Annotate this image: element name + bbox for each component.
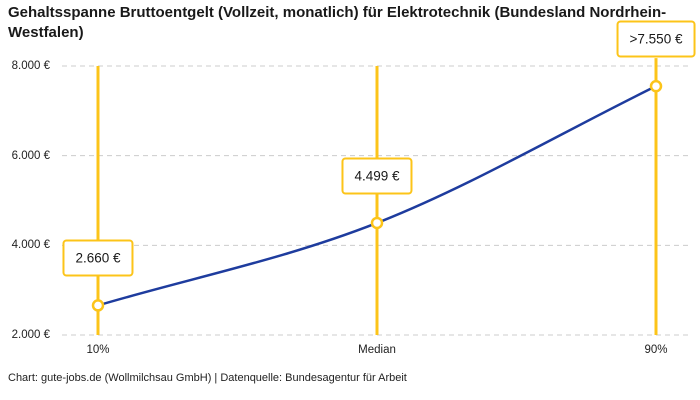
value-label-box: 2.660 € — [62, 239, 134, 277]
footer-attribution: Chart: gute-jobs.de (Wollmilchsau GmbH) … — [8, 372, 407, 384]
y-tick-label: 8.000 € — [11, 60, 50, 72]
y-tick-label: 2.000 € — [11, 329, 50, 341]
x-tick-label: 90% — [644, 344, 668, 356]
y-tick-label: 6.000 € — [11, 149, 50, 162]
value-label-box: >7.550 € — [616, 20, 696, 58]
data-point-marker — [91, 299, 105, 312]
value-label-box: 4.499 € — [341, 157, 413, 195]
data-point-marker — [649, 79, 663, 93]
data-point-marker — [370, 216, 384, 230]
x-tick-label: Median — [358, 344, 396, 356]
chart-title: Gehaltsspanne Bruttoentgelt (Vollzeit, m… — [8, 4, 667, 41]
y-tick-label: 4.000 € — [11, 239, 50, 252]
x-tick-label: 10% — [86, 344, 110, 356]
